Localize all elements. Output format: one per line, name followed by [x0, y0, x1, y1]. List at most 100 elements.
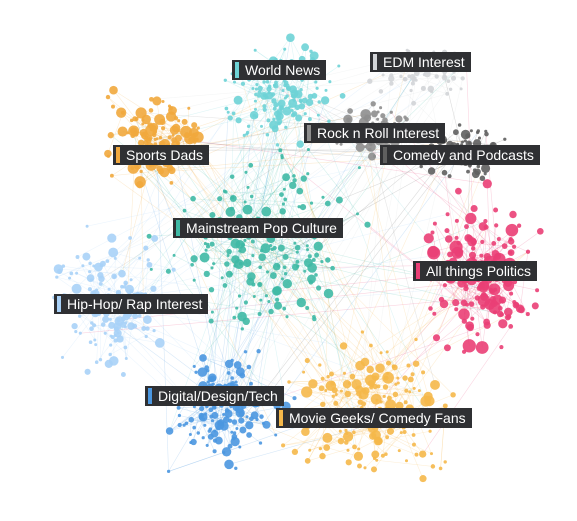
edge — [365, 279, 466, 392]
edge — [327, 303, 445, 377]
node-pop-culture — [192, 278, 196, 282]
edge — [244, 149, 309, 229]
edge — [234, 81, 299, 95]
node-tech — [230, 430, 234, 434]
node-world-news — [283, 79, 287, 83]
edge — [129, 152, 229, 256]
node-edm — [423, 70, 431, 78]
node-tech — [192, 425, 197, 430]
edge — [231, 176, 246, 203]
edge — [115, 335, 160, 344]
edge — [238, 97, 286, 121]
node-pop-culture — [243, 258, 252, 268]
node-politics — [465, 302, 469, 307]
node-pop-culture — [282, 265, 287, 270]
node-world-news — [294, 90, 303, 99]
node-world-news — [265, 132, 270, 137]
node-politics — [504, 314, 511, 321]
node-hiphop — [151, 234, 159, 242]
node-pop-culture — [296, 264, 300, 268]
node-pop-culture — [258, 282, 262, 286]
node-tech — [227, 418, 233, 423]
node-hiphop — [105, 259, 110, 263]
edge — [212, 404, 254, 422]
node-movies — [443, 460, 447, 464]
node-tech — [274, 433, 278, 437]
edge — [191, 165, 252, 265]
node-world-news — [327, 119, 331, 124]
node-politics — [471, 241, 476, 246]
node-comedy-podcasts — [441, 169, 448, 176]
node-tech — [177, 422, 182, 428]
edge — [304, 47, 311, 120]
node-tech — [222, 416, 230, 424]
node-movies — [369, 343, 373, 348]
node-movies — [382, 384, 389, 390]
node-hiphop — [94, 360, 99, 364]
node-hiphop — [129, 289, 134, 294]
node-comedy-podcasts — [477, 136, 482, 140]
node-politics — [470, 316, 475, 321]
node-pop-culture — [330, 265, 335, 271]
node-world-news — [295, 114, 303, 122]
edge — [134, 100, 275, 317]
node-world-news — [253, 99, 257, 103]
node-world-news — [324, 88, 328, 92]
node-movies — [404, 388, 409, 393]
node-sports-dads — [159, 167, 170, 178]
node-hiphop — [88, 261, 92, 266]
edge — [102, 263, 119, 294]
swatch-edm — [373, 54, 377, 70]
edge — [371, 279, 472, 384]
node-pop-culture — [217, 196, 223, 202]
node-sports-dads — [153, 130, 157, 135]
node-politics — [423, 233, 434, 244]
node-tech — [217, 419, 225, 426]
edge — [254, 278, 312, 297]
node-hiphop — [92, 323, 97, 328]
edge — [230, 113, 306, 213]
node-world-news — [307, 117, 312, 122]
edge — [218, 156, 373, 424]
node-comedy-podcasts — [419, 164, 423, 169]
node-hiphop — [93, 338, 97, 342]
edge — [218, 108, 282, 424]
edge — [109, 309, 216, 432]
node-pop-culture — [209, 241, 215, 247]
node-rock — [360, 109, 372, 120]
node-movies — [419, 475, 427, 483]
label-text-pop-culture: Mainstream Pop Culture — [186, 220, 337, 236]
edge — [110, 330, 155, 355]
edge — [140, 171, 236, 260]
edge — [116, 76, 410, 311]
node-edm — [460, 76, 465, 81]
node-sports-dads — [134, 118, 138, 122]
node-rock — [372, 154, 376, 158]
node-movies — [421, 370, 426, 375]
node-sports-dads — [139, 128, 148, 137]
node-world-news — [254, 87, 258, 91]
node-movies — [375, 458, 379, 462]
node-politics — [445, 235, 453, 243]
swatch-rock — [307, 125, 311, 141]
edge — [318, 220, 486, 289]
node-hiphop — [137, 314, 142, 318]
node-movies — [438, 466, 443, 471]
node-world-news — [301, 43, 309, 52]
node-pop-culture — [357, 166, 361, 170]
node-movies — [329, 371, 334, 377]
edge — [303, 178, 360, 394]
node-pop-culture — [297, 205, 301, 209]
node-pop-culture — [235, 306, 239, 310]
node-movies — [304, 458, 311, 464]
node-tech — [259, 414, 264, 419]
edge — [242, 83, 341, 419]
node-pop-culture — [172, 253, 176, 257]
node-politics — [477, 294, 491, 307]
edge — [140, 171, 211, 388]
node-politics — [475, 341, 489, 354]
edge — [225, 80, 282, 108]
node-pop-culture — [249, 194, 254, 199]
node-hiphop — [98, 358, 103, 362]
node-tech — [246, 432, 252, 438]
